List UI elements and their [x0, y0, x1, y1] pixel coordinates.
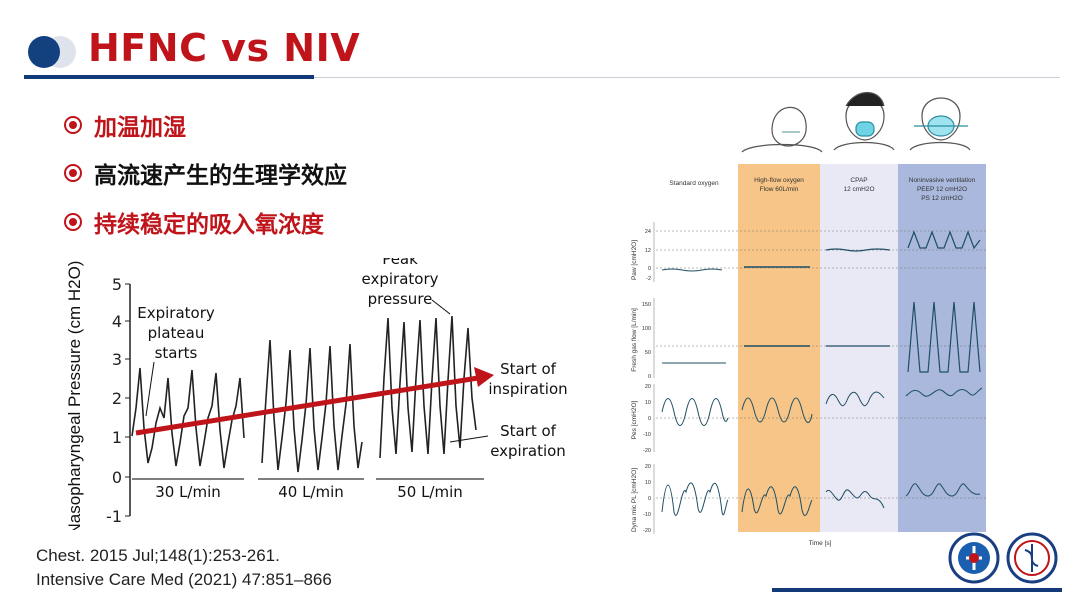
row-label: Pes [cmH2O] [631, 400, 638, 439]
row-tick: -10 [643, 512, 651, 518]
patient-illustrations [741, 91, 971, 153]
institution-logos [948, 532, 1058, 584]
row-tick: 10 [645, 480, 651, 486]
bullet-text: 加温加湿 [94, 115, 186, 141]
high-flow-column [738, 164, 820, 532]
row-tick: 10 [645, 400, 651, 406]
y-tick-label: 4 [112, 312, 122, 331]
row-tick: -10 [643, 432, 651, 438]
annotation-text: pressure [368, 290, 433, 308]
bullet-dot-icon [64, 213, 82, 231]
cpap-column [820, 164, 898, 532]
row-label: Dyna mic PL [cmH2O] [631, 468, 638, 532]
annotation-text: plateau [148, 324, 205, 342]
bullet-dot-icon [64, 164, 82, 182]
niv-column [898, 164, 986, 532]
bullet-text: 持续稳定的吸入氧浓度 [94, 212, 324, 238]
annotation-inspiration: Start of inspiration [488, 360, 567, 398]
citation: Intensive Care Med (2021) 47:851–866 [36, 570, 332, 589]
row-tick: -2 [646, 276, 651, 282]
annotation-text: Expiratory [137, 304, 215, 322]
column-header: CPAP [850, 177, 867, 184]
waveform-30 [131, 367, 245, 469]
annotation-text: Start of [500, 360, 557, 378]
y-tick-label: 0 [112, 468, 122, 487]
annotation-text: starts [155, 344, 198, 362]
title-decoration [26, 34, 86, 70]
column-subheader: PEEP 12 cmH2O [917, 186, 967, 193]
annotation-text: Peak [382, 258, 418, 268]
double-circle-icon [28, 36, 76, 68]
annotation-text: expiratory [362, 270, 439, 288]
annotation-text: expiration [490, 442, 566, 460]
column-header: Noninvasive ventilation [909, 177, 976, 184]
bullet-dot-icon [64, 116, 82, 134]
y-tick-label: 3 [112, 350, 122, 369]
row-paw: Paw [cmH2O] 24 12 0 -2 [631, 222, 986, 282]
annotation-text: Start of [500, 422, 557, 440]
column-header: Standard oxygen [669, 180, 719, 187]
row-tick: 24 [645, 229, 651, 235]
title-rule-accent [24, 75, 314, 79]
row-pes: Pes [cmH2O] 20 10 0 -10 -20 [631, 384, 986, 454]
trend-arrow [135, 375, 479, 436]
page-title: HFNC vs NIV [88, 26, 361, 70]
figure-xlabel: Time [s] [809, 540, 832, 547]
row-dynamic-pl: Dyna mic PL [cmH2O] 20 10 0 -10 -20 [631, 464, 986, 534]
chart-ylabel: Nasopharyngeal Pressure (cm H2O) [65, 261, 84, 530]
university-logo-icon [1006, 532, 1058, 584]
y-tick-label: 5 [112, 275, 122, 294]
column-subheader: 12 cmH2O [843, 186, 874, 193]
row-tick: 0 [648, 416, 651, 422]
annotation-peak: Peak expiratory pressure [362, 258, 451, 315]
y-tick-label: 2 [112, 389, 122, 408]
row-tick: -20 [643, 528, 651, 534]
bullet-text: 高流速产生的生理学效应 [94, 163, 347, 189]
footer-rule [772, 588, 1062, 592]
row-tick: -20 [643, 448, 651, 454]
row-tick: 50 [645, 350, 651, 356]
title-rule [314, 77, 1060, 78]
column-subheader: Flow 60L/min [760, 186, 799, 193]
column-header: High-flow oxygen [754, 177, 804, 184]
row-tick: 150 [642, 302, 651, 308]
citation: Chest. 2015 Jul;148(1):253-261. [36, 546, 280, 565]
waveform-40 [261, 339, 363, 473]
row-tick: 20 [645, 384, 651, 390]
row-fresh-gas-flow: Fresh gas flow [L/min] 150 100 50 0 [631, 298, 986, 380]
row-tick: 12 [645, 248, 651, 254]
group-label: 30 L/min [155, 483, 221, 501]
nasopharyngeal-pressure-chart: Nasopharyngeal Pressure (cm H2O) 5 4 3 2… [65, 258, 568, 530]
bullet-item: 持续稳定的吸入氧浓度 [64, 205, 324, 239]
hospital-logo-icon [948, 532, 1000, 584]
group-label: 50 L/min [397, 483, 463, 501]
bullet-item: 加温加湿 [64, 108, 186, 142]
row-tick: 0 [648, 266, 651, 272]
arrowhead-icon [474, 367, 494, 387]
row-tick: 0 [648, 496, 651, 502]
high-flow-patient-icon [833, 91, 895, 151]
waveform-50 [379, 315, 477, 459]
row-tick: 20 [645, 464, 651, 470]
group-label: 40 L/min [278, 483, 344, 501]
standard-oxygen-patient-icon [741, 106, 823, 153]
annotation-expiration: Start of expiration [449, 422, 566, 460]
niv-patient-icon [909, 97, 971, 151]
bullet-item: 高流速产生的生理学效应 [64, 156, 347, 190]
row-tick: 100 [642, 326, 651, 332]
y-tick-label: -1 [106, 507, 122, 526]
column-subheader: PS 12 cmH2O [921, 195, 963, 202]
annotation-text: inspiration [488, 380, 567, 398]
row-label: Paw [cmH2O] [631, 240, 638, 280]
respiratory-support-figure: Standard oxygen High-flow oxygen Flow 60… [631, 91, 986, 547]
annotation-plateau: Expiratory plateau starts [137, 304, 215, 417]
row-tick: 0 [648, 374, 651, 380]
y-tick-label: 1 [112, 428, 122, 447]
y-ticks: 5 4 3 2 1 0 -1 [106, 275, 130, 526]
row-label: Fresh gas flow [L/min] [631, 308, 638, 372]
